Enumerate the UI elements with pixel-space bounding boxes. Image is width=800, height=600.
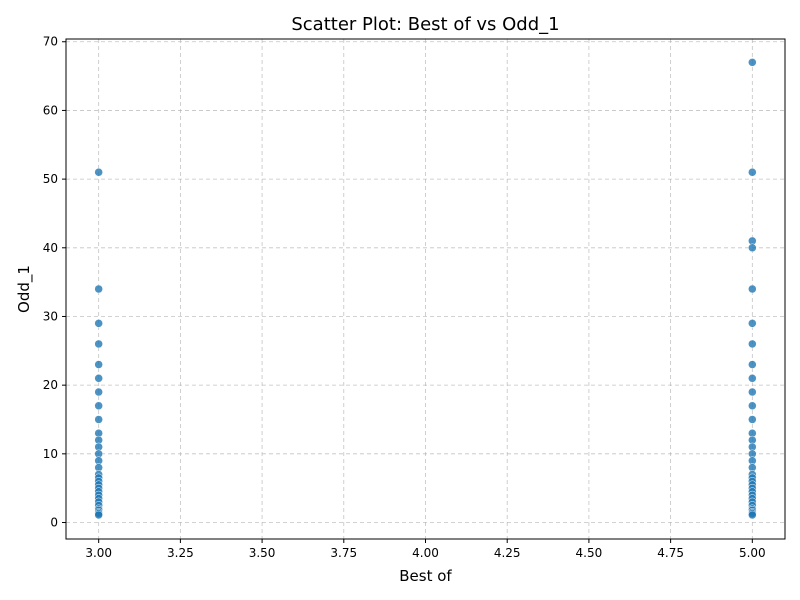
scatter-point <box>748 319 757 328</box>
y-axis-label: Odd_1 <box>15 265 34 313</box>
scatter-point <box>748 58 757 67</box>
scatter-point <box>94 510 103 520</box>
x-tick-label: 4.00 <box>412 546 439 560</box>
scatter-point <box>94 387 103 397</box>
grid <box>66 39 785 539</box>
scatter-point <box>748 387 757 397</box>
scatter-point <box>748 167 757 177</box>
scatter-point <box>748 510 757 520</box>
scatter-point <box>94 415 103 424</box>
scatter-point <box>94 401 103 411</box>
scatter-point <box>94 360 103 369</box>
y-tick-label: 20 <box>43 378 58 392</box>
scatter-point <box>748 339 757 349</box>
x-tick-label: 3.25 <box>167 546 194 560</box>
x-tick-label: 4.75 <box>657 546 684 560</box>
y-tick-label: 50 <box>43 172 58 186</box>
x-tick-label: 3.75 <box>330 546 357 560</box>
scatter-point <box>748 243 757 253</box>
y-tick-label: 60 <box>43 103 58 117</box>
y-tick-label: 0 <box>50 516 58 530</box>
scatter-point <box>94 284 103 294</box>
y-tick-label: 40 <box>43 241 58 255</box>
chart-title: Scatter Plot: Best of vs Odd_1 <box>291 14 559 35</box>
scatter-point <box>748 360 757 369</box>
scatter-point <box>748 415 757 424</box>
y-tick-label: 70 <box>43 35 58 49</box>
x-tick-label: 3.00 <box>85 546 112 560</box>
x-tick-label: 4.50 <box>576 546 603 560</box>
scatter-point <box>748 401 757 411</box>
x-tick-label: 3.50 <box>249 546 276 560</box>
scatter-point <box>748 284 757 294</box>
x-axis-label: Best of <box>399 567 452 585</box>
y-tick-label: 10 <box>43 447 58 461</box>
x-tick-label: 4.25 <box>494 546 521 560</box>
scatter-point <box>94 374 103 383</box>
x-axis-ticks: 3.00 3.25 3.50 3.75 4.00 4.25 4.50 4.75 5.00 <box>85 539 766 560</box>
scatter-point <box>94 339 103 349</box>
y-tick-label: 30 <box>43 309 58 323</box>
scatter-point <box>748 374 757 383</box>
scatter-point <box>94 319 103 328</box>
scatter-point <box>94 167 103 177</box>
y-axis-ticks: 0 10 20 30 40 50 60 70 <box>43 35 66 530</box>
data-points <box>94 58 757 520</box>
x-tick-label: 5.00 <box>739 546 766 560</box>
